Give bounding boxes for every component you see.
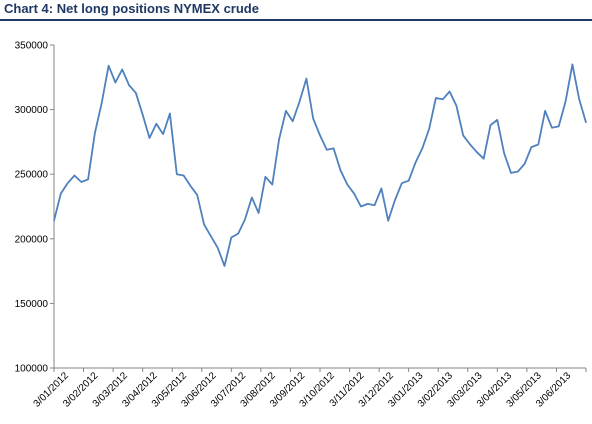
- data-point: [558, 125, 560, 127]
- data-point: [73, 174, 76, 177]
- data-point: [346, 183, 348, 186]
- data-point: [183, 174, 185, 177]
- data-point: [517, 171, 519, 173]
- data-point: [455, 105, 457, 107]
- data-point: [278, 138, 280, 140]
- data-point: [326, 149, 328, 151]
- y-tick-label: 250000: [15, 170, 49, 181]
- data-point: [530, 146, 533, 148]
- data-point: [462, 134, 464, 136]
- data-point: [585, 121, 587, 124]
- data-point: [237, 233, 239, 235]
- y-tick-label: 350000: [15, 41, 49, 52]
- data-point: [128, 84, 130, 86]
- data-point: [489, 124, 492, 126]
- data-point: [408, 180, 410, 182]
- data-point: [264, 176, 266, 178]
- data-point: [114, 81, 116, 84]
- data-point: [435, 97, 437, 99]
- data-point: [162, 133, 164, 135]
- y-tick-label: 100000: [15, 364, 49, 375]
- data-point: [510, 172, 512, 174]
- data-point: [148, 137, 151, 139]
- data-point: [496, 119, 498, 121]
- data-point: [571, 63, 574, 65]
- data-point: [394, 199, 396, 201]
- data-point: [312, 118, 314, 120]
- data-point: [298, 101, 301, 103]
- data-point: [524, 163, 526, 165]
- data-point: [176, 173, 178, 175]
- series-group: [53, 63, 587, 267]
- data-point: [285, 110, 287, 112]
- data-point: [449, 90, 451, 93]
- data-point: [223, 265, 226, 267]
- data-point: [135, 92, 137, 94]
- data-point: [367, 203, 369, 205]
- data-point: [353, 193, 355, 195]
- data-point: [551, 127, 553, 129]
- data-point: [60, 193, 62, 195]
- title-divider: [0, 19, 592, 21]
- data-point: [67, 182, 69, 184]
- data-point: [169, 112, 171, 115]
- data-point: [108, 65, 110, 67]
- data-point: [380, 187, 382, 189]
- data-point: [53, 220, 55, 222]
- data-point: [230, 236, 232, 239]
- y-tick-label: 150000: [15, 299, 49, 310]
- data-point: [292, 120, 294, 122]
- y-tick-label: 200000: [15, 234, 49, 245]
- data-point: [251, 196, 253, 199]
- data-point: [189, 185, 191, 187]
- data-point: [155, 123, 157, 125]
- data-point: [442, 98, 444, 100]
- net-long-positions-line: [53, 63, 587, 267]
- data-point: [374, 204, 376, 206]
- data-point: [333, 147, 335, 149]
- data-point: [503, 152, 505, 155]
- data-point: [258, 212, 260, 214]
- data-point: [414, 162, 417, 164]
- data-point: [537, 143, 539, 146]
- data-point: [142, 114, 144, 116]
- data-point: [319, 134, 321, 136]
- data-point: [196, 194, 198, 196]
- y-axis: 100000 150000 200000 250000 300000 350000: [15, 41, 55, 375]
- data-point: [469, 143, 471, 146]
- data-point: [544, 110, 546, 112]
- data-point: [87, 178, 89, 180]
- data-point: [217, 247, 219, 249]
- data-point: [210, 235, 212, 237]
- data-point: [428, 128, 430, 130]
- data-point: [271, 183, 273, 186]
- data-point: [339, 169, 342, 171]
- data-point: [578, 98, 580, 100]
- data-point: [360, 205, 362, 208]
- x-axis: 3/01/20123/02/20123/03/20123/04/20123/05…: [32, 367, 587, 410]
- data-point: [476, 151, 478, 153]
- data-point: [121, 68, 123, 71]
- data-point: [387, 220, 389, 222]
- data-point: [244, 218, 246, 220]
- data-point: [101, 102, 103, 104]
- data-point: [80, 181, 82, 183]
- data-point: [421, 147, 423, 149]
- data-point: [203, 224, 205, 226]
- data-point: [564, 101, 567, 103]
- data-point: [305, 78, 307, 80]
- y-tick-label: 300000: [15, 105, 49, 116]
- chart-title: Chart 4: Net long positions NYMEX crude: [4, 1, 259, 16]
- data-point: [94, 132, 96, 134]
- data-point: [401, 182, 403, 184]
- data-point: [483, 158, 485, 160]
